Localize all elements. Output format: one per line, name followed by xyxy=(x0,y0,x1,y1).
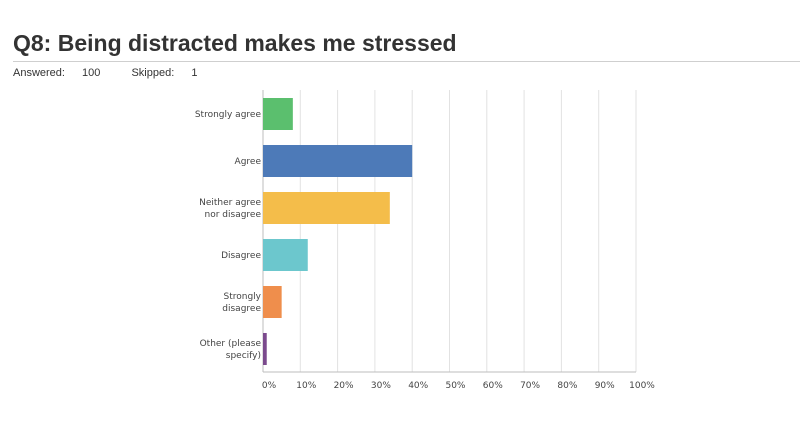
category-label: Agree xyxy=(235,157,262,167)
bar xyxy=(263,333,267,365)
bar xyxy=(263,98,293,130)
page-title: Q8: Being distracted makes me stressed xyxy=(13,30,457,56)
bar xyxy=(263,145,413,177)
skipped-label: Skipped: xyxy=(131,67,175,79)
x-tick-label: 0% xyxy=(262,381,277,391)
x-tick-label: 20% xyxy=(334,381,354,391)
x-tick-label: 50% xyxy=(445,381,465,391)
skipped-stat: Skipped: 1 xyxy=(131,67,211,79)
skipped-value: 1 xyxy=(191,67,198,79)
category-labels: Strongly agree Agree Neither agree nor disa… xyxy=(195,110,262,361)
category-label: Strongly disagree xyxy=(222,292,261,314)
category-label: Other (please specify) xyxy=(200,339,262,361)
x-tick-labels: 0% 10% 20% 30% 40% 50% 60% 70% 80% 90% 100% xyxy=(262,381,655,391)
answered-stat: Answered: 100 xyxy=(13,67,114,79)
title-divider xyxy=(13,61,800,62)
response-stats: Answered: 100 Skipped: 1 xyxy=(13,67,225,79)
bar xyxy=(263,239,308,271)
category-label: Disagree xyxy=(221,251,261,261)
bar xyxy=(263,286,282,318)
x-tick-label: 10% xyxy=(296,381,316,391)
x-tick-label: 100% xyxy=(629,381,655,391)
x-tick-label: 30% xyxy=(371,381,391,391)
x-tick-label: 60% xyxy=(483,381,503,391)
category-label: Neither agree nor disagree xyxy=(199,198,261,220)
chart-gridlines xyxy=(262,90,637,373)
answered-label: Answered: xyxy=(13,67,65,79)
x-tick-label: 80% xyxy=(557,381,577,391)
chart-bars xyxy=(263,98,413,365)
bar xyxy=(263,192,390,224)
x-tick-label: 40% xyxy=(408,381,428,391)
x-tick-label: 70% xyxy=(520,381,540,391)
answered-value: 100 xyxy=(82,67,101,79)
x-tick-label: 90% xyxy=(595,381,615,391)
category-label: Strongly agree xyxy=(195,110,262,120)
